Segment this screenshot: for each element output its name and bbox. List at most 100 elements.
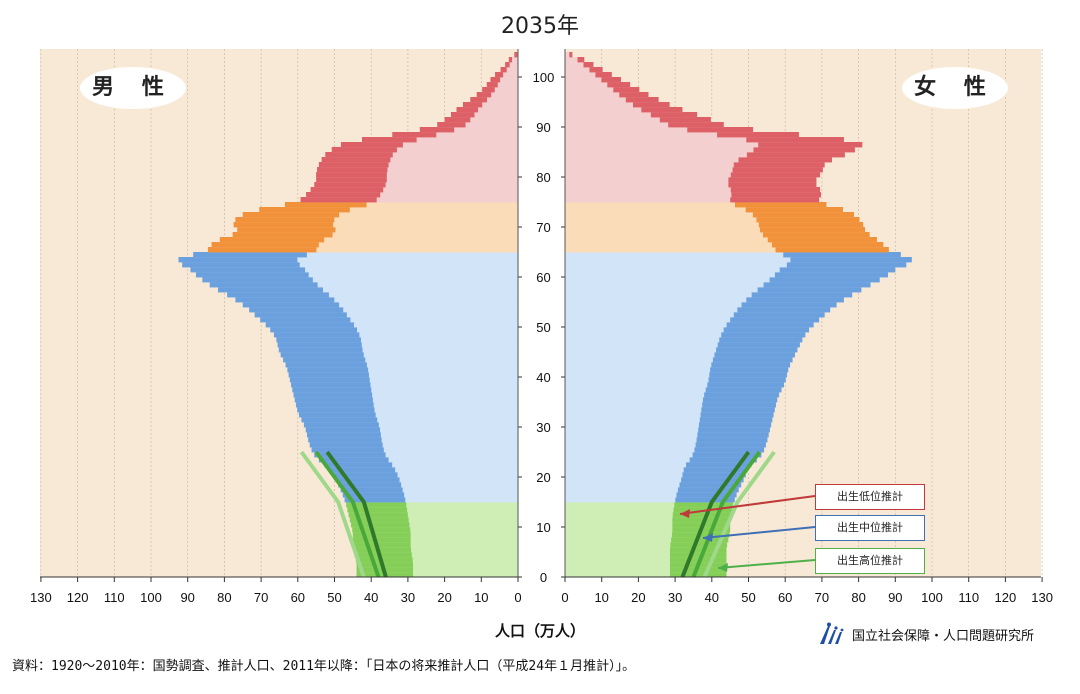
- male-bar-edge: [340, 487, 403, 493]
- female-bar: [565, 417, 773, 423]
- male-bar-edge: [456, 107, 479, 113]
- male-bar: [324, 462, 518, 468]
- male-bar: [331, 147, 518, 153]
- male-bar: [301, 417, 518, 423]
- female-bar-edge: [721, 332, 806, 338]
- y-tick-label: 100: [533, 70, 555, 85]
- male-bar-edge: [352, 542, 411, 548]
- legend-arrow: [702, 526, 816, 539]
- chart-title: 2035年: [501, 14, 579, 39]
- male-bar: [303, 422, 518, 428]
- female-bar: [565, 552, 727, 558]
- male-bar: [283, 357, 518, 363]
- female-bar-edge: [711, 362, 791, 368]
- female-bar: [565, 317, 820, 323]
- male-bar: [232, 232, 518, 238]
- female-bar-edge: [745, 207, 844, 213]
- x-tick-label: 100: [921, 590, 943, 605]
- male-bar-edge: [288, 372, 369, 378]
- male-bar-edge: [292, 387, 372, 393]
- female-bar: [565, 407, 775, 413]
- male-bar-edge: [283, 357, 366, 363]
- male-bar-edge: [294, 397, 373, 403]
- female-bar: [565, 172, 821, 178]
- male-bar: [178, 257, 518, 263]
- female-bar: [565, 422, 772, 428]
- female-bar-edge: [737, 307, 831, 313]
- female-bar: [565, 387, 782, 393]
- male-bar: [233, 222, 518, 228]
- male-bar-edge: [277, 342, 362, 348]
- female-bar: [565, 382, 784, 388]
- female-bar: [565, 157, 832, 163]
- female-bar: [565, 537, 729, 543]
- male-bar-edge: [254, 312, 347, 318]
- female-bar-edge: [619, 92, 649, 98]
- female-bar: [565, 427, 770, 433]
- female-bar-edge: [717, 342, 800, 348]
- female-bar-edge: [728, 182, 817, 188]
- male-bar-edge: [299, 412, 376, 418]
- male-bar: [289, 377, 518, 383]
- male-bar: [287, 367, 518, 373]
- female-bar-edge: [697, 432, 769, 438]
- male-bar-edge: [314, 452, 386, 458]
- male-bar: [280, 352, 518, 358]
- male-bar-edge: [242, 212, 340, 218]
- female-bar: [565, 192, 821, 198]
- male-bar-edge: [470, 97, 487, 103]
- female-bar-edge: [767, 237, 877, 243]
- male-bar-edge: [349, 517, 409, 523]
- male-bar: [294, 397, 518, 403]
- female-bar: [565, 342, 800, 348]
- male-bar-edge: [278, 347, 363, 353]
- female-bar-edge: [708, 377, 786, 383]
- female-bar: [565, 212, 855, 218]
- female-bar: [565, 297, 844, 303]
- male-bar: [242, 212, 518, 218]
- male-bar-edge: [316, 172, 387, 178]
- male-bar: [219, 237, 518, 243]
- female-bar-edge: [752, 212, 855, 218]
- female-bar: [565, 322, 814, 328]
- male-bar: [508, 57, 518, 63]
- male-bar-edge: [309, 442, 383, 448]
- male-bar: [500, 67, 518, 73]
- male-bar-edge: [291, 382, 371, 388]
- male-birth-high-line: [299, 450, 366, 578]
- male-bar-edge: [276, 337, 361, 343]
- male-bar: [347, 507, 518, 513]
- female-bar: [565, 482, 742, 488]
- male-bar-edge: [348, 512, 408, 518]
- x-tick-label: 70: [815, 590, 829, 605]
- female-bar: [565, 57, 585, 63]
- male-bar-edge: [490, 77, 501, 83]
- organization-credit: 国立社会保障・人口問題研究所: [818, 622, 1034, 646]
- female-bar-edge: [702, 397, 778, 403]
- male-bar-edge: [505, 62, 510, 68]
- female-bar: [565, 377, 786, 383]
- female-bar: [565, 312, 825, 318]
- male-bar: [340, 142, 518, 148]
- female-bar: [565, 97, 659, 103]
- male-bar: [265, 322, 518, 328]
- female-bar: [565, 562, 727, 568]
- female-bar: [565, 257, 912, 263]
- female-bar: [565, 77, 621, 83]
- x-axis-label: 人口（万人）: [494, 622, 585, 640]
- male-bar-edge: [300, 197, 377, 203]
- female-bar-edge: [677, 487, 739, 493]
- female-bar-edge: [734, 202, 827, 208]
- female-bar-edge: [707, 382, 784, 388]
- female-bar: [565, 332, 806, 338]
- male-bar-edge: [295, 402, 374, 408]
- male-bar: [476, 92, 518, 98]
- female-bar: [565, 137, 844, 143]
- male-bar: [356, 572, 518, 578]
- male-bar: [300, 197, 518, 203]
- male-bar-edge: [211, 242, 319, 248]
- male-bar-edge: [353, 547, 412, 553]
- male-bar-edge: [356, 562, 414, 568]
- male-bar-edge: [346, 502, 407, 508]
- male-bar: [328, 467, 518, 473]
